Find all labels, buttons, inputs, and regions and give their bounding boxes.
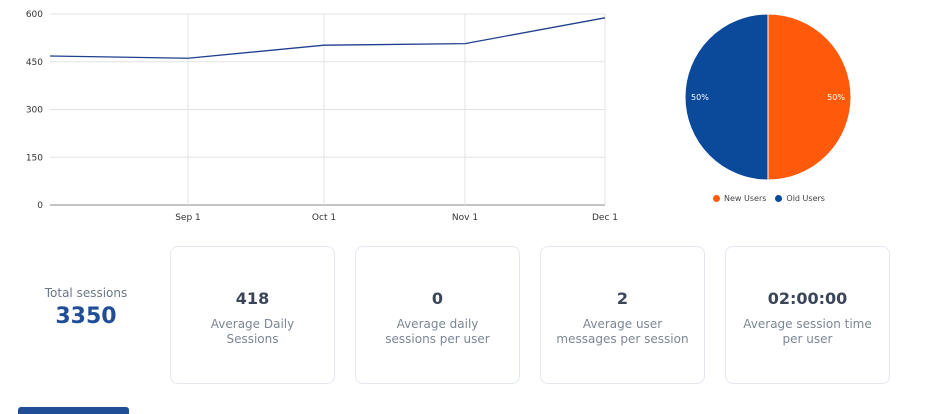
stat-label: Average daily sessions per user bbox=[385, 317, 490, 346]
pie-legend: New Users Old Users bbox=[713, 194, 825, 203]
stat-label: Average Daily Sessions bbox=[210, 317, 295, 346]
stat-value: 0 bbox=[431, 289, 444, 308]
pie-slice-label: 50% bbox=[691, 93, 709, 102]
stat-value: 418 bbox=[235, 289, 270, 308]
y-tick-label: 0 bbox=[37, 201, 43, 211]
legend-new-users-label: New Users bbox=[724, 194, 767, 203]
stat-value: 02:00:00 bbox=[767, 289, 848, 308]
stat-label: Average session time per user bbox=[743, 317, 872, 346]
stat-label: Average user messages per session bbox=[556, 317, 689, 346]
legend-old-users-label: Old Users bbox=[786, 194, 825, 203]
total-sessions: Total sessions 3350 bbox=[34, 286, 138, 329]
x-tick-label: Sep 1 bbox=[175, 213, 201, 223]
stat-value: 2 bbox=[616, 289, 629, 308]
legend-item-new-users[interactable]: New Users bbox=[713, 194, 766, 203]
users-pie-chart: 50% 50% bbox=[684, 13, 852, 181]
old-users-color-icon bbox=[775, 195, 783, 202]
pie-slice-new-users[interactable] bbox=[767, 13, 852, 181]
stat-card-messages-per-session: 2 Average user messages per session bbox=[540, 246, 705, 384]
bottom-action-button[interactable] bbox=[18, 407, 129, 414]
x-tick-label: Nov 1 bbox=[452, 213, 478, 223]
pie-slice-old-users[interactable] bbox=[684, 13, 769, 181]
sessions-series-line bbox=[49, 17, 606, 59]
new-users-color-icon bbox=[713, 195, 720, 202]
pie-slice-label: 50% bbox=[827, 93, 845, 102]
y-tick-label: 300 bbox=[26, 106, 43, 116]
y-tick-label: 450 bbox=[26, 58, 43, 68]
stat-card-session-time: 02:00:00 Average session time per user bbox=[725, 246, 890, 384]
stat-card-sessions-per-user: 0 Average daily sessions per user bbox=[355, 246, 520, 384]
x-tick-label: Dec 1 bbox=[592, 213, 618, 223]
y-tick-label: 600 bbox=[26, 10, 43, 20]
sessions-line-chart: 0 150 300 450 600 Sep 1 Oct 1 Nov 1 Dec 1 bbox=[26, 10, 618, 223]
stat-card-daily-sessions: 418 Average Daily Sessions bbox=[170, 246, 335, 384]
y-tick-label: 150 bbox=[26, 153, 43, 163]
legend-item-old-users[interactable]: Old Users bbox=[775, 194, 825, 203]
total-sessions-label: Total sessions bbox=[44, 286, 128, 300]
x-tick-label: Oct 1 bbox=[312, 213, 336, 223]
total-sessions-value: 3350 bbox=[55, 304, 117, 329]
